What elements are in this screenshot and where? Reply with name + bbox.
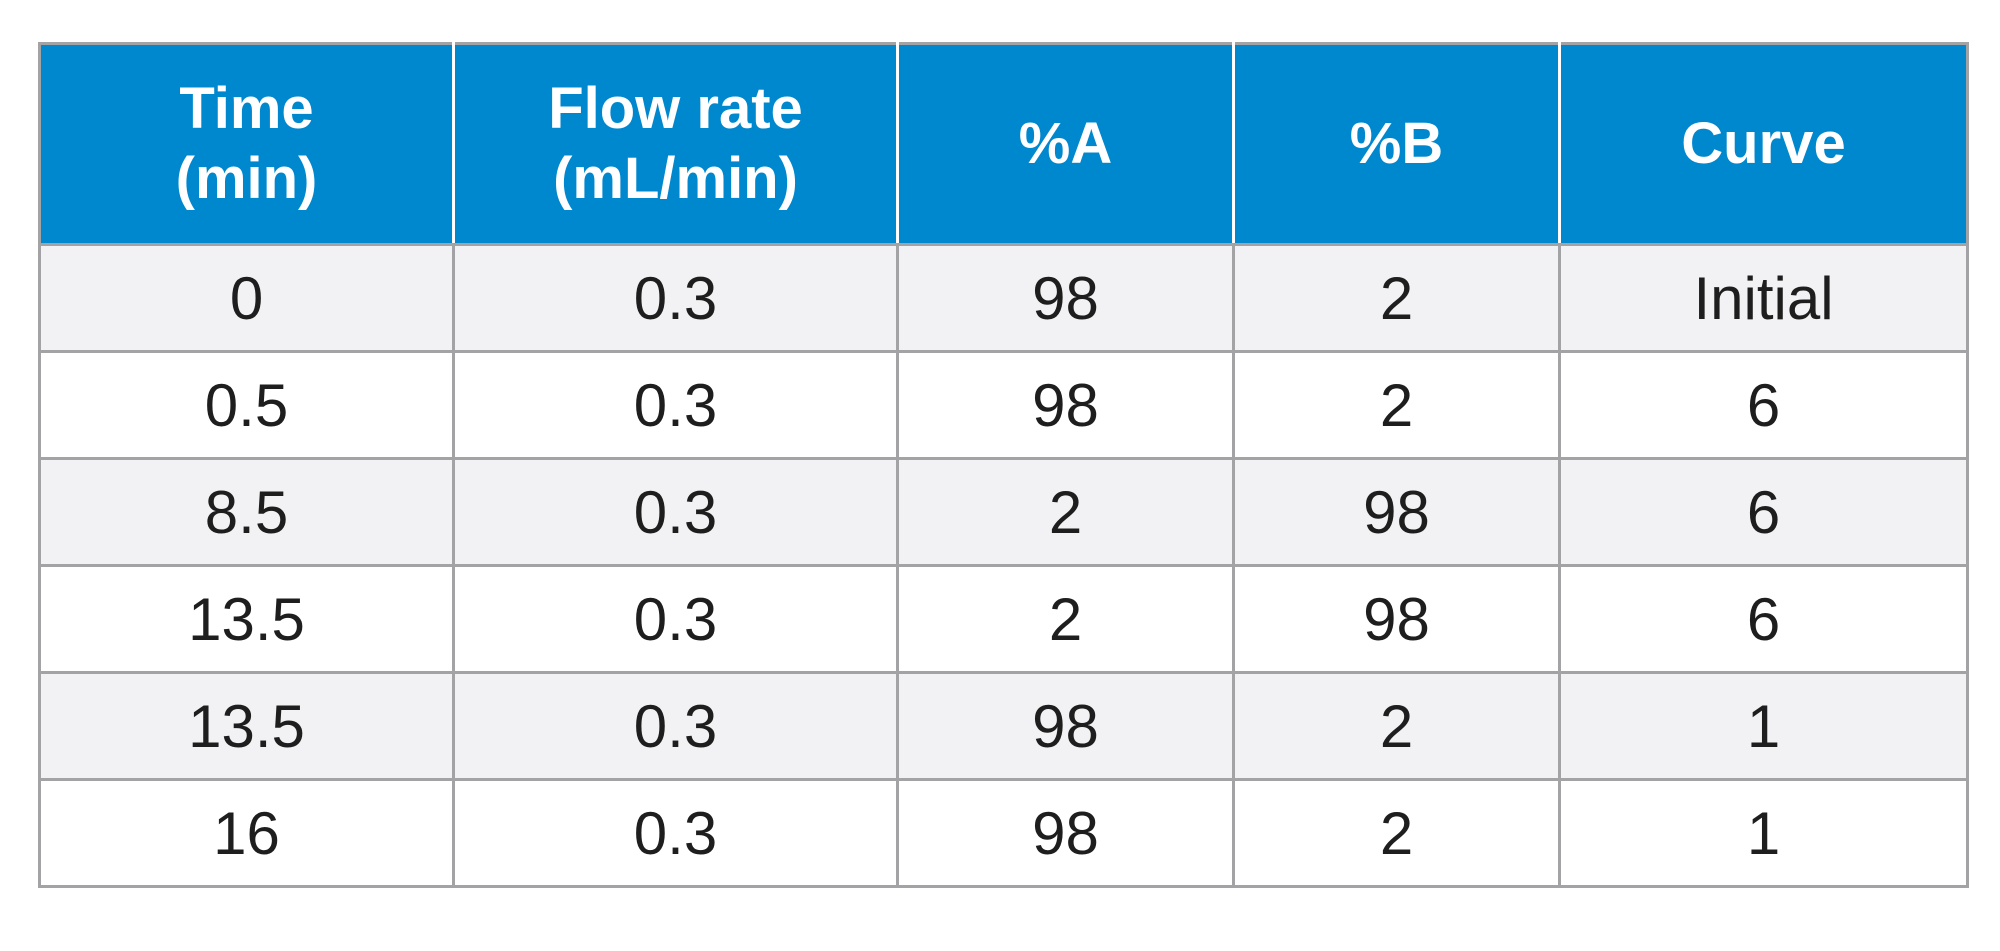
table-row: 13.5 0.3 98 2 1 [38, 671, 1969, 781]
header-flow-rate-unit: (mL/min) [553, 146, 798, 211]
cell-flow-rate: 0.3 [452, 778, 899, 888]
table-header: Time (min) Flow rate (mL/min) %A %B Curv… [38, 42, 1969, 246]
table-row: 0.5 0.3 98 2 6 [38, 350, 1969, 460]
cell-curve: 6 [1558, 564, 1969, 674]
cell-curve: 1 [1558, 778, 1969, 888]
cell-flow-rate: 0.3 [452, 243, 899, 353]
table-row: 13.5 0.3 2 98 6 [38, 564, 1969, 674]
header-flow-rate: Flow rate (mL/min) [452, 42, 899, 246]
cell-curve: 6 [1558, 350, 1969, 460]
table-body: 0 0.3 98 2 Initial 0.5 0.3 98 2 6 8.5 0.… [38, 243, 1969, 888]
header-percent-b-label: %B [1349, 111, 1444, 177]
cell-percent-b: 2 [1232, 778, 1561, 888]
cell-time: 13.5 [38, 564, 455, 674]
cell-time: 0 [38, 243, 455, 353]
gradient-table-container: Time (min) Flow rate (mL/min) %A %B Curv… [38, 42, 1969, 888]
header-percent-b: %B [1232, 42, 1561, 246]
header-percent-a-label: %A [1018, 111, 1113, 177]
cell-time: 8.5 [38, 457, 455, 567]
table-row: 16 0.3 98 2 1 [38, 778, 1969, 888]
cell-time: 16 [38, 778, 455, 888]
cell-percent-b: 2 [1232, 350, 1561, 460]
header-time: Time (min) [38, 42, 455, 246]
header-row: Time (min) Flow rate (mL/min) %A %B Curv… [38, 42, 1969, 246]
cell-time: 13.5 [38, 671, 455, 781]
cell-percent-a: 98 [896, 350, 1235, 460]
cell-percent-b: 2 [1232, 671, 1561, 781]
gradient-table: Time (min) Flow rate (mL/min) %A %B Curv… [38, 42, 1969, 888]
table-row: 0 0.3 98 2 Initial [38, 243, 1969, 353]
header-flow-rate-label: Flow rate [548, 76, 803, 142]
cell-flow-rate: 0.3 [452, 564, 899, 674]
cell-percent-b: 98 [1232, 564, 1561, 674]
cell-percent-b: 98 [1232, 457, 1561, 567]
cell-time: 0.5 [38, 350, 455, 460]
cell-curve: 6 [1558, 457, 1969, 567]
header-time-unit: (min) [175, 146, 318, 211]
cell-percent-a: 98 [896, 778, 1235, 888]
cell-percent-a: 98 [896, 243, 1235, 353]
cell-flow-rate: 0.3 [452, 457, 899, 567]
cell-percent-a: 2 [896, 564, 1235, 674]
cell-curve: 1 [1558, 671, 1969, 781]
cell-percent-a: 2 [896, 457, 1235, 567]
header-time-label: Time [179, 76, 314, 142]
cell-flow-rate: 0.3 [452, 671, 899, 781]
cell-flow-rate: 0.3 [452, 350, 899, 460]
cell-percent-b: 2 [1232, 243, 1561, 353]
cell-curve: Initial [1558, 243, 1969, 353]
cell-percent-a: 98 [896, 671, 1235, 781]
header-curve-label: Curve [1681, 111, 1846, 177]
header-percent-a: %A [896, 42, 1235, 246]
table-row: 8.5 0.3 2 98 6 [38, 457, 1969, 567]
header-curve: Curve [1558, 42, 1969, 246]
